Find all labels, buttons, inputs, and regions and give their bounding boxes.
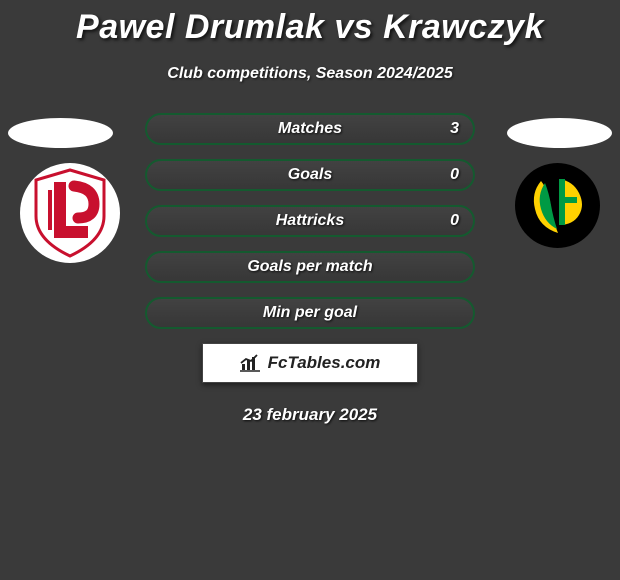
stat-label: Goals per match (147, 253, 473, 281)
stat-value: 0 (450, 161, 459, 189)
brand-box: FcTables.com (202, 343, 418, 383)
subtitle: Club competitions, Season 2024/2025 (0, 65, 620, 83)
club-emblem-right (523, 171, 593, 241)
stat-value: 0 (450, 207, 459, 235)
page-title: Pawel Drumlak vs Krawczyk (0, 0, 620, 47)
stat-label: Min per goal (147, 299, 473, 327)
club-emblem-left (30, 168, 110, 258)
stat-label: Matches (147, 115, 473, 143)
stat-value: 3 (450, 115, 459, 143)
stat-row-matches: Matches 3 (145, 113, 475, 145)
right-ellipse (507, 118, 612, 148)
date-text: 23 february 2025 (0, 405, 620, 425)
left-ellipse (8, 118, 113, 148)
club-badge-left (20, 163, 120, 263)
stat-row-min-per-goal: Min per goal (145, 297, 475, 329)
brand-text: FcTables.com (268, 353, 381, 373)
stat-row-goals: Goals 0 (145, 159, 475, 191)
stat-row-goals-per-match: Goals per match (145, 251, 475, 283)
stat-rows: Matches 3 Goals 0 Hattricks 0 Goals per … (145, 113, 475, 329)
club-badge-right (515, 163, 600, 248)
stat-row-hattricks: Hattricks 0 (145, 205, 475, 237)
chart-icon (240, 354, 262, 372)
stat-label: Hattricks (147, 207, 473, 235)
infographic-container: Pawel Drumlak vs Krawczyk Club competiti… (0, 0, 620, 580)
main-area: Matches 3 Goals 0 Hattricks 0 Goals per … (0, 113, 620, 425)
stat-label: Goals (147, 161, 473, 189)
